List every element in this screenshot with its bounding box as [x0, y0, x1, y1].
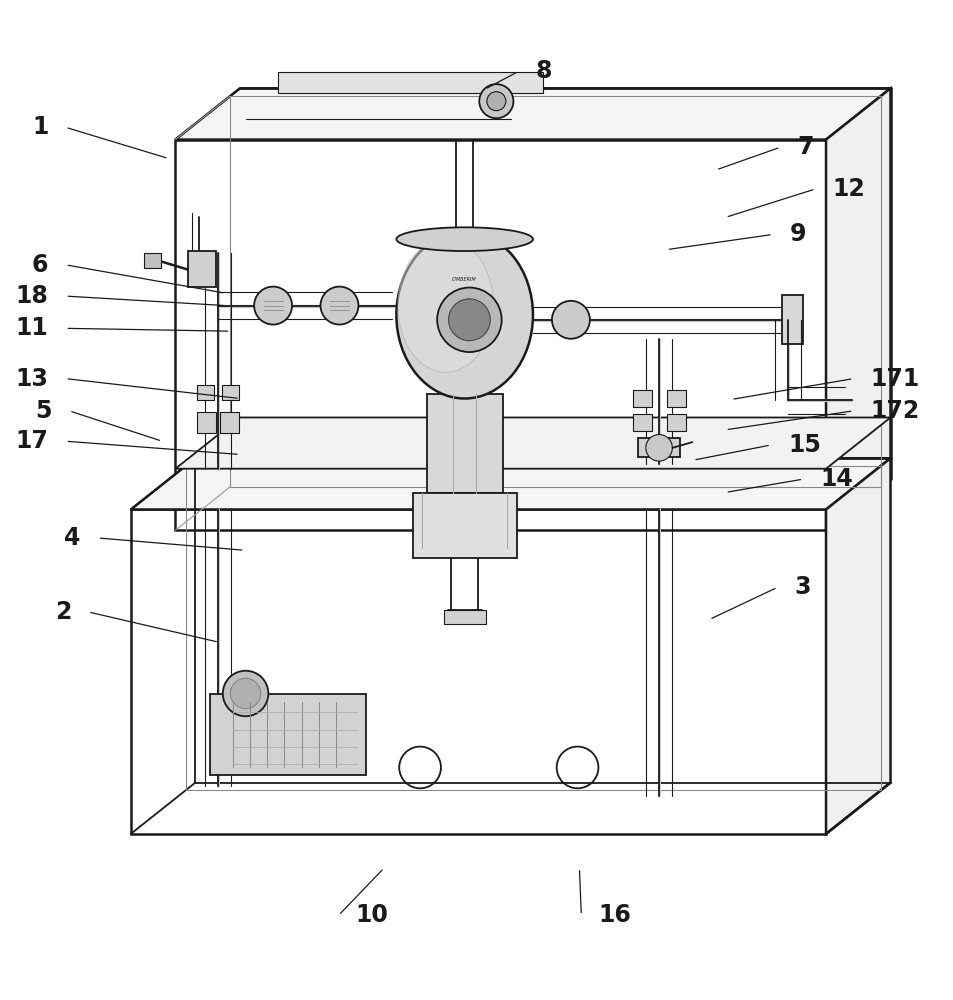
Text: 16: 16 [598, 903, 631, 927]
Text: 8: 8 [536, 59, 552, 83]
Bar [210, 694, 366, 775]
Text: 14: 14 [820, 467, 852, 491]
Circle shape [645, 435, 672, 461]
Text: 3: 3 [794, 575, 810, 599]
Text: 7: 7 [797, 135, 813, 159]
Polygon shape [131, 458, 889, 509]
Bar [666, 414, 685, 431]
Text: 11: 11 [15, 316, 49, 340]
Ellipse shape [397, 239, 493, 372]
Text: CIMBERIM: CIMBERIM [452, 277, 476, 282]
Text: 5: 5 [35, 399, 52, 423]
Text: 12: 12 [832, 177, 864, 201]
Text: 6: 6 [31, 253, 49, 277]
Bar [277, 72, 543, 93]
Bar [220, 412, 238, 433]
Text: 18: 18 [15, 284, 49, 308]
Polygon shape [175, 417, 889, 469]
Circle shape [223, 671, 268, 716]
Polygon shape [825, 458, 889, 834]
Bar [412, 493, 517, 558]
Bar [188, 251, 216, 287]
Text: 9: 9 [789, 222, 805, 246]
Polygon shape [175, 88, 889, 140]
Bar [197, 385, 214, 400]
Bar [426, 394, 502, 493]
Bar [632, 414, 651, 431]
Bar [443, 610, 485, 624]
Text: 1: 1 [31, 115, 49, 139]
Circle shape [253, 287, 292, 325]
Circle shape [231, 678, 260, 709]
Text: 17: 17 [15, 429, 49, 453]
Text: 13: 13 [15, 367, 49, 391]
Bar [632, 390, 651, 407]
Bar [222, 385, 238, 400]
Circle shape [448, 299, 490, 341]
Circle shape [436, 288, 501, 352]
Bar [197, 412, 216, 433]
Polygon shape [825, 88, 889, 530]
Ellipse shape [395, 227, 533, 251]
Circle shape [478, 84, 513, 118]
Text: 171: 171 [870, 367, 919, 391]
Text: 2: 2 [54, 600, 71, 624]
Text: 10: 10 [355, 903, 388, 927]
Bar [144, 253, 161, 268]
Bar [666, 390, 685, 407]
Bar [638, 438, 679, 457]
Circle shape [320, 287, 358, 325]
Ellipse shape [395, 232, 533, 399]
Text: 15: 15 [787, 433, 821, 457]
Circle shape [552, 301, 589, 339]
Text: 4: 4 [64, 526, 80, 550]
Bar [781, 295, 802, 344]
Circle shape [486, 92, 505, 111]
Text: 172: 172 [870, 399, 919, 423]
